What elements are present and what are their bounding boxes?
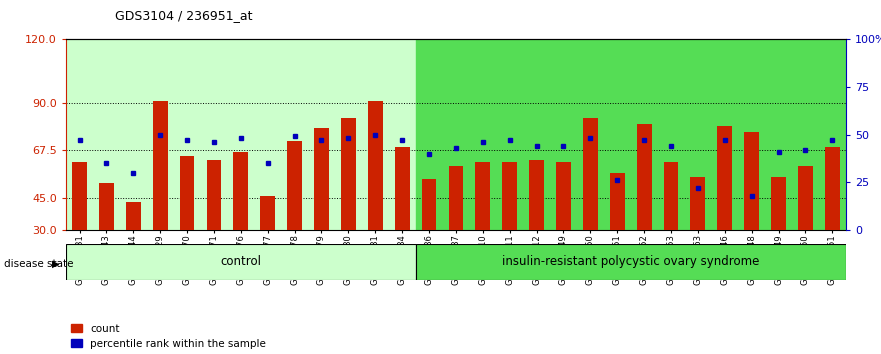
Bar <box>502 162 517 230</box>
Bar <box>72 162 87 230</box>
Text: disease state: disease state <box>4 259 74 269</box>
Bar <box>448 166 463 230</box>
Text: insulin-resistant polycystic ovary syndrome: insulin-resistant polycystic ovary syndr… <box>502 256 759 268</box>
Bar <box>368 101 382 230</box>
Bar <box>825 147 840 230</box>
Bar <box>180 156 195 230</box>
Bar <box>287 141 302 230</box>
Bar <box>663 162 678 230</box>
FancyBboxPatch shape <box>416 244 846 280</box>
Text: GDS3104 / 236951_at: GDS3104 / 236951_at <box>115 9 252 22</box>
Text: ▶: ▶ <box>51 259 59 269</box>
Bar <box>529 160 544 230</box>
Bar <box>744 132 759 230</box>
Bar <box>233 152 248 230</box>
Bar <box>126 202 141 230</box>
Bar <box>476 162 490 230</box>
Bar <box>583 118 597 230</box>
Bar <box>416 39 846 230</box>
Bar <box>422 179 436 230</box>
Bar <box>66 39 416 230</box>
Bar <box>341 118 356 230</box>
Bar <box>798 166 813 230</box>
Bar <box>637 124 652 230</box>
Bar <box>152 101 167 230</box>
Bar <box>99 183 114 230</box>
FancyBboxPatch shape <box>66 244 416 280</box>
Text: control: control <box>220 256 262 268</box>
Bar <box>691 177 706 230</box>
Bar <box>395 147 410 230</box>
Bar <box>556 162 571 230</box>
Bar <box>206 160 221 230</box>
Legend: count, percentile rank within the sample: count, percentile rank within the sample <box>71 324 266 349</box>
Bar <box>260 196 275 230</box>
Bar <box>771 177 786 230</box>
Bar <box>610 173 625 230</box>
Bar <box>717 126 732 230</box>
Bar <box>315 128 329 230</box>
